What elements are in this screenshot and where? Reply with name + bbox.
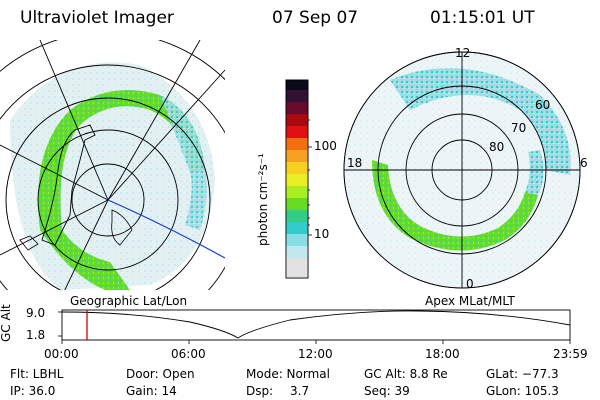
instrument-title: Ultraviolet Imager <box>20 8 174 28</box>
timeline-xtick-0600: 06:00 <box>171 347 206 361</box>
date-label: 07 Sep 07 <box>272 8 359 28</box>
auroral-oval-left <box>38 90 205 230</box>
altitude-timeline <box>58 309 571 344</box>
mlt-label-12: 12 <box>455 46 471 60</box>
timeline-xtick-1200: 12:00 <box>298 347 333 361</box>
ip-status: IP: 36.0 <box>10 384 56 398</box>
gain-status: Gain: 14 <box>126 384 177 398</box>
colorbar-unit-label: photon cm⁻²s⁻¹ <box>256 153 270 246</box>
geographic-map <box>0 40 225 290</box>
filter-status: Flt: LBHL <box>10 367 64 381</box>
timeline-ylabel: GC Alt <box>0 304 13 342</box>
mlt-label-6: 6 <box>580 156 588 170</box>
time-label: 01:15:01 UT <box>430 8 535 28</box>
gc-alt-status: GC Alt: 8.8 Re <box>364 367 448 381</box>
color-bar <box>285 79 312 279</box>
door-status: Door: Open <box>126 367 195 381</box>
glon-status: GLon: 105.3 <box>486 384 559 398</box>
mlt-label-18: 18 <box>347 156 363 170</box>
mode-status: Mode: Normal <box>246 367 330 381</box>
colorbar-tick-100: 100 <box>314 139 337 153</box>
timeline-xtick-2359: 23:59 <box>553 347 588 361</box>
dsp-value: 3.7 <box>290 384 310 398</box>
timeline-ytick-9: 9.0 <box>26 306 46 320</box>
timeline-xtick-0000: 00:00 <box>44 347 79 361</box>
right-panel-caption: Apex MLat/MLT <box>425 294 515 308</box>
seq-status: Seq: 39 <box>364 384 410 398</box>
dsp-label: Dsp: <box>246 384 274 398</box>
colorbar-tick-10: 10 <box>314 227 330 241</box>
auroral-oval-right <box>372 160 538 251</box>
timeline-ytick-1.8: 1.8 <box>26 328 46 342</box>
mlat-label-80: 80 <box>489 140 505 154</box>
left-panel-caption: Geographic Lat/Lon <box>70 294 188 308</box>
mlt-label-0: 0 <box>466 277 474 291</box>
mlat-label-70: 70 <box>511 121 527 135</box>
timeline-xtick-1800: 18:00 <box>425 347 460 361</box>
polar-map <box>343 51 581 289</box>
glat-status: GLat: −77.3 <box>486 367 559 381</box>
mlat-label-60: 60 <box>535 98 551 112</box>
